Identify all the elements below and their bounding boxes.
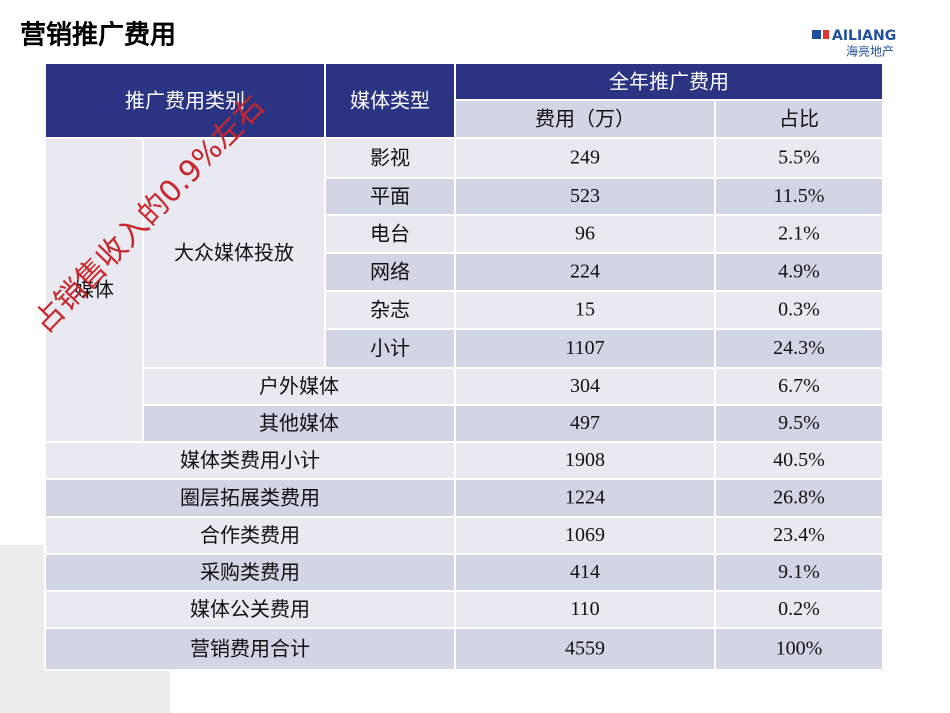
media-cell: 网络 (370, 260, 410, 284)
cell (714, 177, 884, 216)
group-cell: 大众媒体投放 (174, 241, 294, 265)
cost-cell: 523 (570, 185, 600, 207)
row-label: 营销费用合计 (190, 637, 310, 661)
cell (454, 328, 716, 369)
cost-cell: 1069 (565, 524, 605, 546)
media-cell: 影视 (370, 146, 410, 170)
logo-name: 海亮地产 (846, 44, 894, 59)
cost-cell: 1107 (565, 337, 604, 359)
cell (454, 478, 716, 518)
share-cell: 24.3% (773, 337, 825, 359)
cost-cell: 4559 (565, 638, 605, 660)
cell (454, 214, 716, 254)
cell (44, 441, 456, 480)
media-cell: 小计 (370, 336, 410, 360)
share-cell: 4.9% (778, 261, 820, 283)
cell (454, 367, 716, 406)
cell (324, 62, 456, 139)
share-cell: 9.5% (778, 412, 820, 434)
share-cell: 40.5% (773, 449, 825, 471)
cost-cell: 414 (570, 561, 600, 583)
cost-cell: 1908 (565, 449, 605, 471)
share-cell: 0.3% (778, 299, 820, 321)
media-cell: 杂志 (370, 298, 410, 322)
cell (454, 290, 716, 330)
share-cell: 0.2% (778, 598, 820, 620)
media-cell: 户外媒体 (259, 374, 339, 398)
cost-cell: 110 (570, 598, 599, 620)
header-cell: 推广费用类别 (125, 89, 245, 113)
cell (324, 252, 456, 292)
share-cell: 23.4% (773, 524, 825, 546)
cell (714, 252, 884, 292)
share-cell: 9.1% (778, 561, 820, 583)
cell (454, 404, 716, 443)
logo-mark (812, 30, 821, 39)
media-cell: 平面 (370, 184, 410, 208)
cell (714, 214, 884, 254)
logo-mark (823, 30, 829, 39)
share-cell: 2.1% (778, 223, 820, 245)
cost-cell: 249 (570, 147, 600, 169)
header-cell: 媒体类型 (350, 89, 430, 113)
media-cell: 电台 (370, 222, 410, 246)
cell (714, 328, 884, 369)
row-label: 媒体公关费用 (190, 597, 310, 621)
cell (714, 627, 884, 671)
cell (714, 290, 884, 330)
media-cell: 其他媒体 (259, 411, 339, 435)
row-label: 媒体类费用小计 (180, 448, 320, 472)
cell (44, 627, 456, 671)
cell (454, 62, 884, 101)
header-cell: 费用（万） (535, 107, 635, 131)
cost-cell: 1224 (565, 487, 605, 509)
cell (44, 62, 326, 139)
cell (454, 137, 716, 179)
cell (454, 627, 716, 671)
row-label: 采购类费用 (200, 560, 300, 584)
cell (454, 590, 716, 629)
cell (454, 441, 716, 480)
cell (142, 137, 326, 369)
row-label: 圈层拓展类费用 (180, 486, 320, 510)
cost-cell: 497 (570, 412, 600, 434)
cell (142, 367, 456, 406)
share-cell: 5.5% (778, 147, 820, 169)
row-label: 合作类费用 (200, 523, 300, 547)
cell (44, 137, 144, 443)
cell (714, 590, 884, 629)
cost-cell: 224 (570, 261, 600, 283)
cell (714, 441, 884, 480)
cost-cell: 304 (570, 375, 600, 397)
header-cell: 占比 (779, 107, 819, 131)
cell (324, 177, 456, 216)
cost-cell: 96 (575, 223, 595, 245)
cost-cell: 15 (575, 299, 595, 321)
share-cell: 26.8% (773, 487, 825, 509)
logo-brand: AILIANG (832, 28, 896, 44)
share-cell: 6.7% (778, 375, 820, 397)
header-cell: 全年推广费用 (609, 70, 729, 94)
share-cell: 11.5% (774, 185, 825, 207)
slide-title: 营销推广费用 (20, 21, 176, 51)
share-cell: 100% (776, 638, 823, 660)
cell (454, 252, 716, 292)
cell (714, 367, 884, 406)
group-cell: 媒体 (74, 278, 114, 302)
